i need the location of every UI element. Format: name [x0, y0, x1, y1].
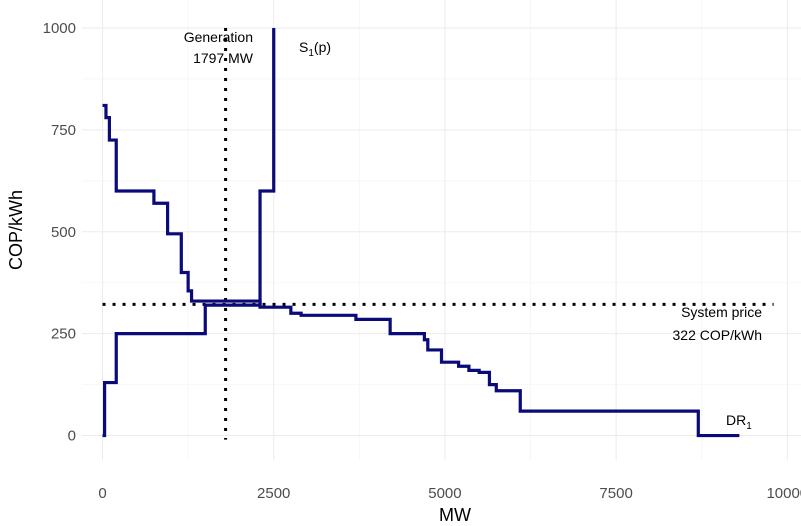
x-tick-label: 7500	[599, 485, 632, 502]
y-tick-label: 250	[51, 326, 76, 343]
y-axis-title: COP/kWh	[6, 190, 26, 270]
supply-curve-line	[102, 28, 276, 438]
x-tick-label: 5000	[428, 485, 461, 502]
demand-curve-label: DR1	[726, 412, 752, 432]
demand-label-subscript: 1	[746, 421, 752, 432]
x-axis-title: MW	[439, 505, 471, 525]
system-price-annotation-line2: 322 COP/kWh	[673, 327, 762, 343]
supply-curve-label: S1(p)	[299, 39, 331, 59]
y-tick-label: 500	[51, 224, 76, 241]
reference-lines	[102, 28, 774, 440]
series	[102, 28, 740, 438]
generation-annotation-line2: 1797 MW	[193, 50, 254, 66]
y-tick-label: 1000	[43, 20, 76, 37]
demand-label-main: DR	[726, 412, 746, 428]
grid	[82, 0, 801, 460]
generation-annotation-line1: Generation	[184, 29, 253, 45]
y-tick-label: 0	[68, 428, 76, 445]
supply-label-subscript: 1	[308, 48, 314, 59]
x-tick-label: 0	[98, 485, 106, 502]
system-price-annotation-line1: System price	[681, 304, 762, 320]
supply-label-tail: (p)	[314, 39, 331, 55]
supply-label-main: S	[299, 39, 308, 55]
y-tick-labels: 0 250 500 750 1000	[43, 20, 76, 445]
x-tick-label: 2500	[257, 485, 290, 502]
y-tick-label: 750	[51, 122, 76, 139]
demand-curve-line	[102, 103, 740, 438]
